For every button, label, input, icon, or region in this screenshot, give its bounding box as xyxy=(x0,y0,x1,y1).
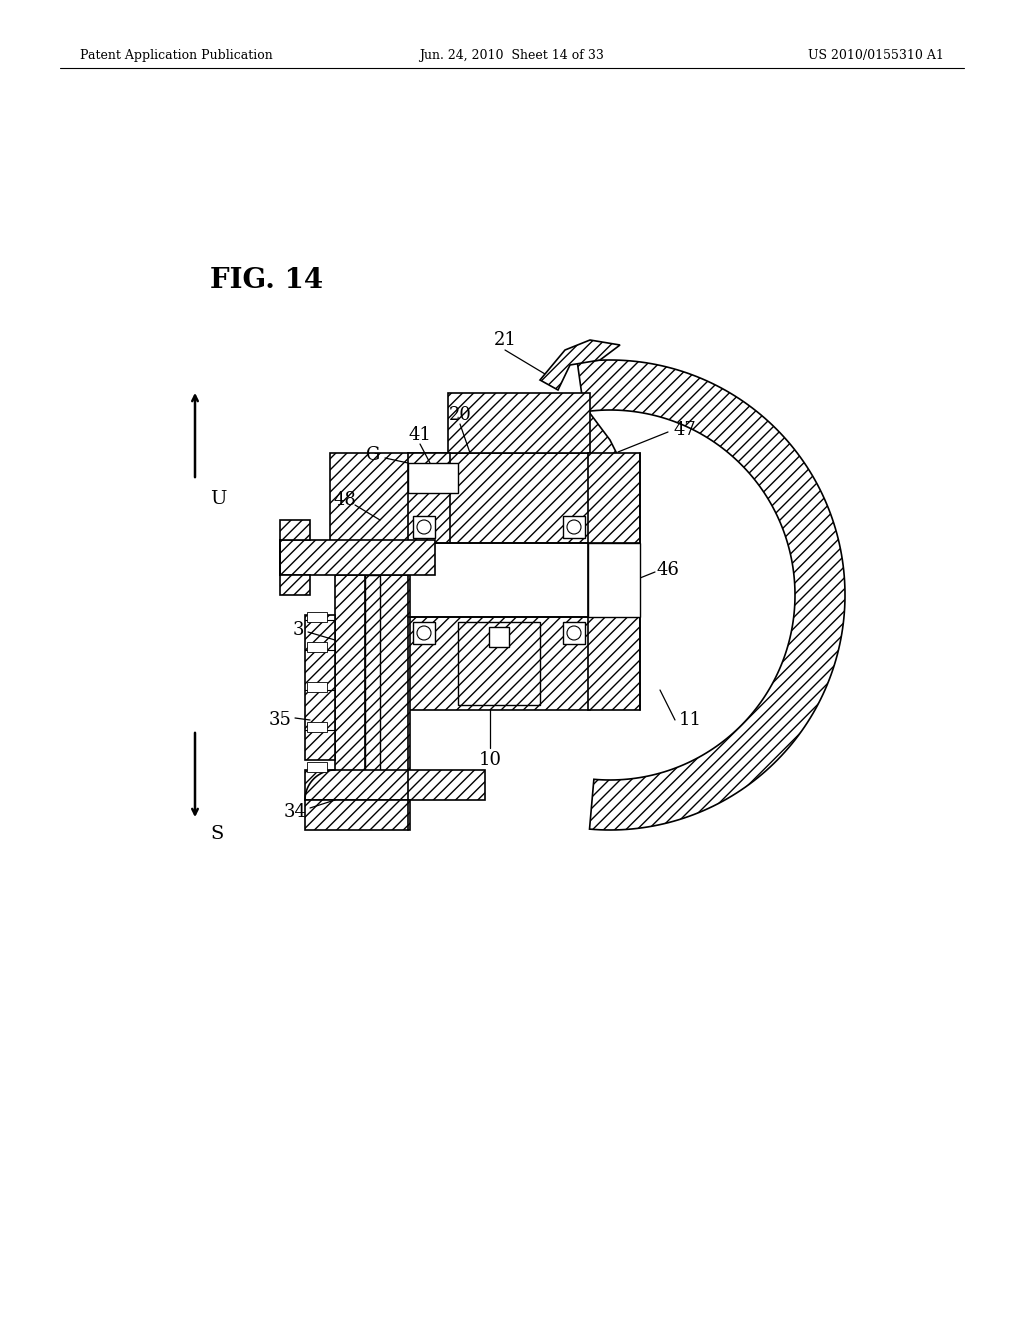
Polygon shape xyxy=(280,520,310,595)
Text: 21: 21 xyxy=(494,331,516,348)
Bar xyxy=(408,616,590,710)
Bar xyxy=(458,622,540,705)
Text: G: G xyxy=(366,446,380,465)
Bar xyxy=(307,682,327,692)
Circle shape xyxy=(567,626,581,640)
Text: 10: 10 xyxy=(478,751,502,770)
Bar xyxy=(280,540,435,576)
Polygon shape xyxy=(490,400,620,500)
Text: Jun. 24, 2010  Sheet 14 of 33: Jun. 24, 2010 Sheet 14 of 33 xyxy=(420,49,604,62)
Bar xyxy=(588,543,640,616)
Bar xyxy=(307,612,327,622)
Bar xyxy=(305,800,410,830)
Text: 34: 34 xyxy=(284,803,306,821)
Bar xyxy=(489,627,509,647)
Text: Patent Application Publication: Patent Application Publication xyxy=(80,49,272,62)
Text: S: S xyxy=(210,825,223,843)
Text: 3: 3 xyxy=(292,620,304,639)
Bar xyxy=(413,622,435,644)
Polygon shape xyxy=(578,360,845,830)
Bar xyxy=(365,576,380,800)
Text: 48: 48 xyxy=(334,491,356,510)
Bar xyxy=(408,453,590,543)
Text: 47: 47 xyxy=(674,421,696,440)
Bar xyxy=(449,393,590,453)
Circle shape xyxy=(417,520,431,535)
Bar xyxy=(330,453,450,543)
Text: 41: 41 xyxy=(409,426,431,444)
Text: 46: 46 xyxy=(656,561,680,579)
Circle shape xyxy=(417,626,431,640)
Bar xyxy=(563,516,585,539)
Text: 35: 35 xyxy=(268,711,292,729)
Text: 20: 20 xyxy=(449,407,471,424)
Bar xyxy=(305,770,485,800)
Text: U: U xyxy=(210,490,226,508)
Bar xyxy=(305,615,335,760)
Bar xyxy=(563,622,585,644)
Bar xyxy=(307,722,327,733)
Bar xyxy=(588,453,640,710)
Bar xyxy=(408,463,458,492)
Text: FIG. 14: FIG. 14 xyxy=(210,267,324,293)
Bar xyxy=(307,642,327,652)
Text: 11: 11 xyxy=(679,711,701,729)
Text: US 2010/0155310 A1: US 2010/0155310 A1 xyxy=(808,49,944,62)
Polygon shape xyxy=(540,341,620,389)
Bar xyxy=(413,516,435,539)
Bar xyxy=(380,576,410,800)
Bar xyxy=(335,576,365,800)
Bar xyxy=(307,762,327,772)
Circle shape xyxy=(567,520,581,535)
